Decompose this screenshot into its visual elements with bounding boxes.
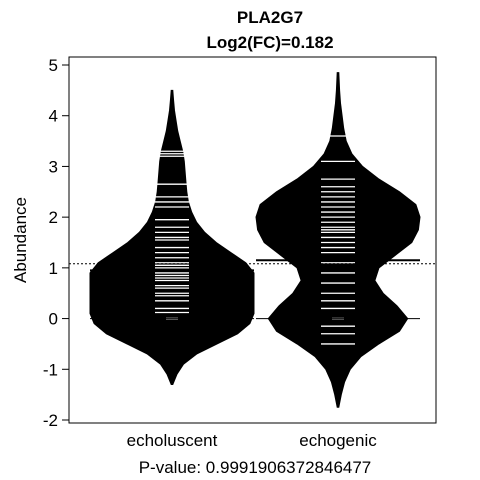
beans-layer [89,72,421,408]
x-tick-label: echogenic [299,431,377,450]
x-axis-label: P-value: 0.9991906372846477 [139,458,372,477]
y-tick-label: 4 [49,107,58,126]
y-tick-label: 0 [49,310,58,329]
chart-subtitle: Log2(FC)=0.182 [206,33,333,52]
axes-layer: echoluscent echogenic -2 -1 0 1 2 3 4 5 [43,56,377,450]
y-axis-label: Abundance [11,197,30,283]
chart-title: PLA2G7 [237,8,303,27]
x-tick-label: echoluscent [127,431,218,450]
y-tick-label: 2 [49,208,58,227]
y-tick-label: -1 [43,360,58,379]
y-tick-label: 1 [49,259,58,278]
bean-echogenic [255,72,421,408]
y-tick-label: -2 [43,411,58,430]
y-tick-label: 3 [49,157,58,176]
overlay-layer [69,259,436,320]
plot-frame [68,56,437,424]
y-tick-label: 5 [49,56,58,75]
